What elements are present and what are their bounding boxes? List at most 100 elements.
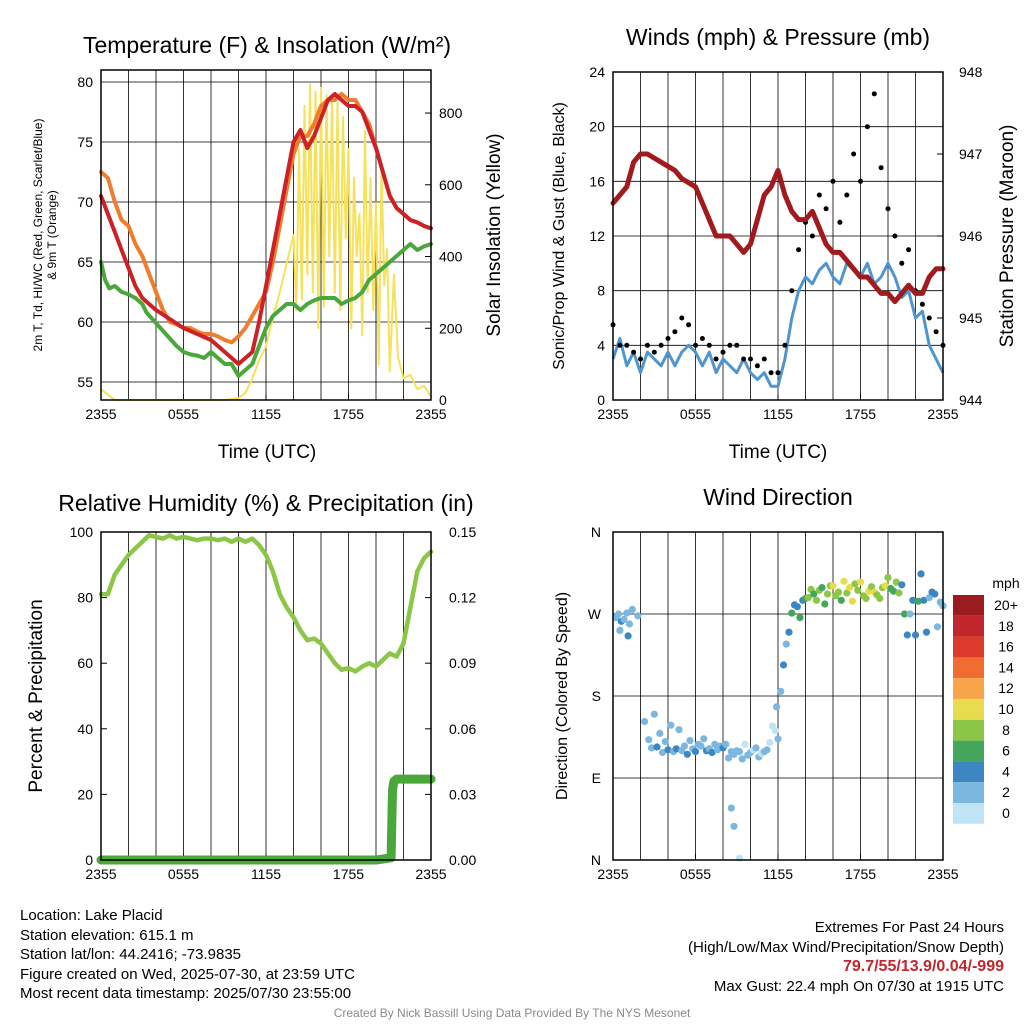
gust-point [713, 356, 719, 362]
gust-point [672, 329, 678, 335]
gust-point [693, 342, 698, 348]
direction-point [834, 588, 843, 596]
direction-point [641, 717, 649, 726]
direction-point [634, 612, 642, 620]
x-tick-label: 1755 [845, 866, 876, 882]
direction-point [856, 578, 865, 586]
y-right-tick-label: 945 [959, 310, 983, 326]
y-right-tick-label: 0.06 [449, 721, 476, 737]
gust-point [837, 219, 843, 225]
direction-legend-title: mph [992, 575, 1019, 591]
direction-point [628, 605, 636, 614]
direction-point [779, 661, 788, 669]
x-tick-label: 2355 [927, 406, 958, 422]
y-left-tick-label: 80 [77, 590, 93, 606]
legend-swatch [953, 719, 984, 741]
direction-point [854, 586, 862, 594]
direction-point [686, 737, 694, 745]
x-tick-label: 1755 [845, 406, 876, 422]
direction-point [777, 687, 785, 696]
direction-point [614, 610, 623, 618]
humidity-plot-frame [100, 531, 432, 861]
direction-point [645, 736, 653, 744]
direction-point [623, 609, 631, 617]
y-right-tick-label: 944 [959, 392, 983, 408]
winds-panel: Winds (mph) & Pressure (mb) 2355 0555 1155… [551, 24, 1018, 463]
gust-point [809, 233, 815, 239]
gust-point [885, 206, 891, 212]
direction-point [909, 596, 917, 604]
gust-point [741, 356, 747, 362]
gust-point [631, 349, 637, 355]
legend-label: 10 [998, 701, 1014, 717]
gust-point [844, 192, 850, 198]
x-tick-label: 1755 [333, 866, 364, 882]
legend-label: 16 [998, 639, 1014, 655]
x-tick-label: 2355 [85, 406, 116, 422]
gust-point [899, 260, 905, 266]
winds-title: Winds (mph) & Pressure (mb) [626, 24, 930, 50]
x-tick-label: 0555 [168, 406, 199, 422]
direction-point [766, 738, 774, 747]
direction-point [667, 721, 675, 729]
gust-point [754, 363, 760, 369]
extremes-info: Extremes For Past 24 Hours (High/Low/Max… [688, 918, 1004, 996]
direction-point [661, 738, 669, 746]
direction-point [727, 804, 735, 812]
direction-point [771, 727, 779, 735]
direction-point [922, 628, 931, 636]
y-tick-label: E [592, 770, 601, 786]
y-left-tick-label: 20 [589, 119, 605, 135]
direction-point [892, 578, 900, 586]
gust-point [878, 165, 884, 171]
y-tick-label: W [588, 606, 602, 622]
gust-point [933, 329, 939, 335]
direction-point [785, 628, 793, 636]
station-location: Location: Lake Placid [20, 907, 163, 924]
credit-line: Created By Nick Bassill Using Data Provi… [333, 1006, 691, 1020]
legend-swatch [953, 595, 984, 616]
temperature-plot-frame [100, 69, 432, 401]
y-tick-label: N [591, 524, 601, 540]
direction-point [810, 590, 818, 598]
temperature-series-line [99, 92, 433, 366]
dewpoint-series-line [99, 242, 433, 378]
legend-swatch [953, 803, 984, 824]
winds-xlabel: Time (UTC) [729, 442, 828, 463]
humidity-ylabel-left: Percent & Precipitation [26, 599, 47, 792]
most-recent-timestamp: Most recent data timestamp: 2025/07/30 2… [20, 985, 352, 1002]
y-left-tick-label: 70 [77, 194, 93, 210]
direction-point [730, 822, 738, 830]
direction-point [851, 580, 859, 588]
direction-point [900, 610, 909, 618]
legend-label: 4 [1002, 763, 1010, 779]
gust-point [768, 370, 774, 376]
direction-point [672, 745, 680, 753]
legend-label: 14 [998, 659, 1014, 675]
legend-swatch [953, 782, 984, 803]
direction-point [650, 710, 658, 718]
humidity-series-line [98, 533, 434, 674]
y-right-tick-label: 0 [439, 392, 447, 408]
gust-point [617, 342, 623, 348]
temperature-xlabel: Time (UTC) [218, 442, 317, 463]
gust-point [789, 288, 795, 294]
direction-point [906, 610, 914, 618]
direction-title: Wind Direction [703, 484, 853, 510]
legend-swatch [953, 657, 984, 679]
y-right-tick-label: 0.09 [449, 655, 476, 671]
temperature-ylabel-left-line1: 2m T, Td, HI/WC (Red, Green, Scarlet/Blu… [31, 119, 45, 352]
direction-plot-frame [612, 531, 944, 861]
legend-swatch [953, 761, 984, 783]
direction-point [741, 740, 749, 748]
station-latlon: Station lat/lon: 44.2416; -73.9835 [20, 946, 242, 963]
x-tick-label: 1155 [763, 866, 793, 882]
gust-point [748, 356, 753, 362]
direction-point [829, 582, 837, 590]
y-left-tick-label: 75 [77, 134, 93, 150]
winds-ylabel-left: Sonic/Prop Wind & Gust (Blue, Black) [551, 102, 568, 370]
y-left-tick-label: 8 [597, 283, 605, 299]
direction-point [782, 640, 790, 648]
direction-point [625, 620, 634, 628]
